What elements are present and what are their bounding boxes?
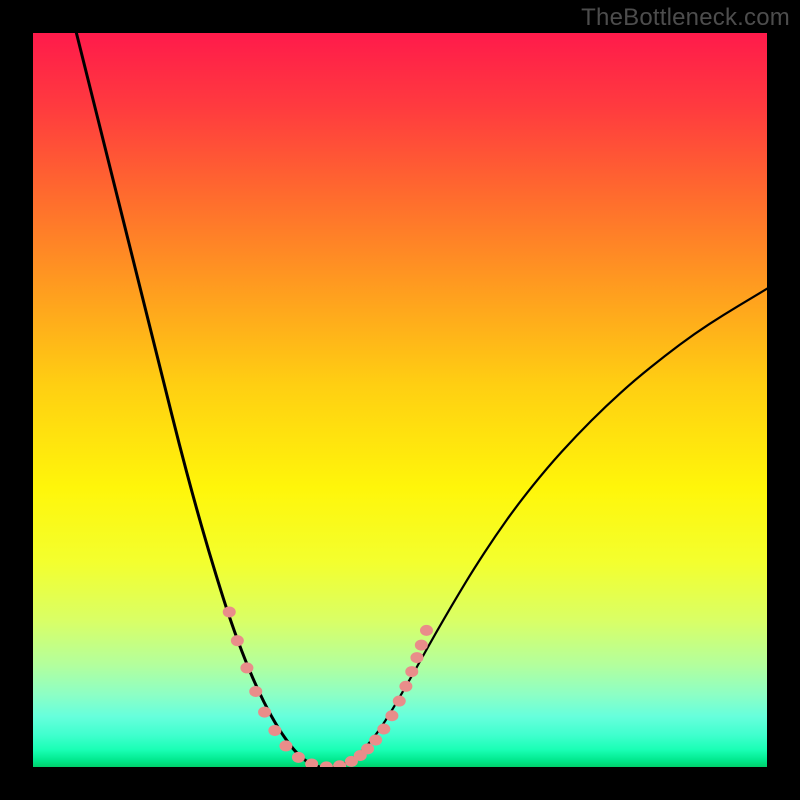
marker-point [406, 667, 418, 677]
marker-point [400, 681, 412, 691]
marker-point [250, 686, 262, 696]
watermark-text: TheBottleneck.com [581, 4, 790, 32]
chart-svg [0, 0, 800, 800]
plot-background [32, 32, 768, 768]
marker-point [415, 640, 427, 650]
marker-point [280, 741, 292, 751]
marker-point [223, 607, 235, 617]
marker-point [370, 735, 382, 745]
marker-point [334, 761, 346, 771]
marker-point [269, 725, 281, 735]
marker-point [420, 625, 432, 635]
marker-point [362, 744, 374, 754]
marker-point [292, 752, 304, 762]
marker-point [320, 762, 332, 772]
marker-point [393, 696, 405, 706]
chart-stage: TheBottleneck.com [0, 0, 800, 800]
marker-point [411, 653, 423, 663]
marker-point [386, 711, 398, 721]
marker-point [378, 724, 390, 734]
marker-point [259, 707, 271, 717]
marker-point [231, 636, 243, 646]
marker-point [241, 663, 253, 673]
